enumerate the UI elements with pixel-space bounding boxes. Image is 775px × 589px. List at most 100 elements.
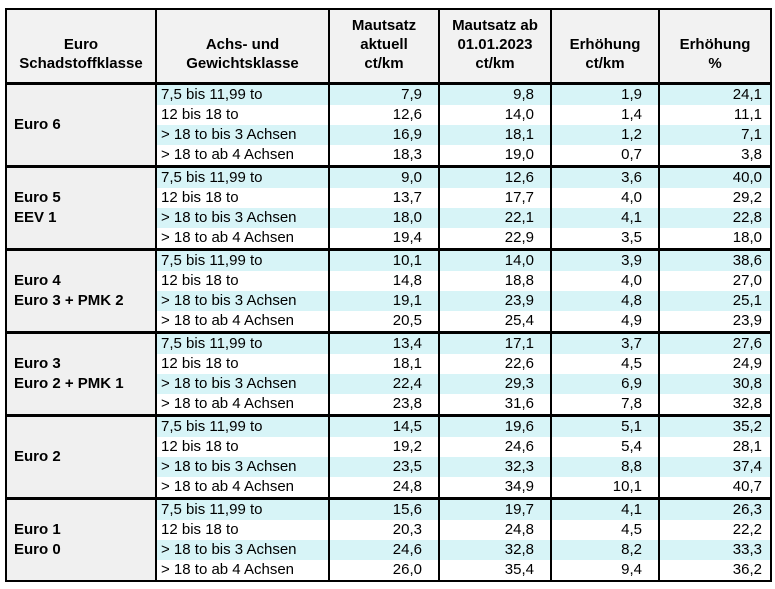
increase-ct-cell: 4,9 (550, 311, 660, 333)
toll-2023-cell: 23,9 (438, 291, 552, 311)
toll-2023-cell: 17,1 (438, 331, 552, 354)
toll-2023-cell: 19,7 (438, 497, 552, 520)
table-row: 12 bis 18 to 19,2 24,6 5,4 28,1 (6, 437, 772, 457)
table-row: Euro 6 7,5 bis 11,99 to 7,9 9,8 1,9 24,1 (5, 82, 772, 167)
toll-2023-cell: 32,3 (438, 457, 552, 477)
increase-pct-cell: 29,2 (658, 188, 772, 208)
table-row: > 18 to bis 3 Achsen 23,5 32,3 8,8 37,4 (6, 457, 772, 477)
table-row: Euro 5 EEV 1 7,5 bis 11,99 to 9,0 12,6 3,6 40… (5, 165, 772, 250)
toll-current-cell: 7,9 (328, 82, 440, 105)
toll-2023-cell: 14,0 (438, 248, 552, 271)
toll-current-cell: 14,5 (328, 414, 440, 437)
weight-class-cell: 7,5 bis 11,99 to (155, 497, 330, 520)
toll-rate-table: Euro Schadstoffklasse Achs- und Gewichts… (5, 8, 772, 582)
table-row: Euro 1 Euro 0 7,5 bis 11,99 to 15,6 19,7 4,1… (5, 497, 772, 581)
increase-ct-cell: 1,2 (550, 125, 660, 145)
increase-ct-cell: 4,1 (550, 208, 660, 228)
weight-class-cell: > 18 to ab 4 Achsen (155, 145, 330, 167)
col-header-toll-2023: Mautsatz ab 01.01.2023 ct/km (438, 9, 552, 85)
group-label: Euro 6 (5, 82, 157, 167)
toll-current-cell: 24,6 (328, 540, 440, 560)
increase-pct-cell: 26,3 (658, 497, 772, 520)
toll-2023-cell: 9,8 (438, 82, 552, 105)
table-row: > 18 to ab 4 Achsen 19,4 22,9 3,5 18,0 (6, 228, 772, 250)
toll-2023-cell: 17,7 (438, 188, 552, 208)
increase-pct-cell: 38,6 (658, 248, 772, 271)
toll-2023-cell: 22,9 (438, 228, 552, 250)
weight-class-cell: > 18 to ab 4 Achsen (155, 228, 330, 250)
toll-current-cell: 9,0 (328, 165, 440, 188)
table-row: > 18 to ab 4 Achsen 23,8 31,6 7,8 32,8 (6, 394, 772, 416)
toll-current-cell: 16,9 (328, 125, 440, 145)
table-row: > 18 to bis 3 Achsen 19,1 23,9 4,8 25,1 (6, 291, 772, 311)
table-row: 12 bis 18 to 14,8 18,8 4,0 27,0 (6, 271, 772, 291)
increase-pct-cell: 35,2 (658, 414, 772, 437)
increase-pct-cell: 28,1 (658, 437, 772, 457)
group-label: Euro 5 EEV 1 (5, 165, 157, 250)
toll-2023-cell: 18,8 (438, 271, 552, 291)
increase-ct-cell: 7,8 (550, 394, 660, 416)
toll-current-cell: 23,5 (328, 457, 440, 477)
increase-ct-cell: 4,0 (550, 188, 660, 208)
weight-class-cell: 7,5 bis 11,99 to (155, 248, 330, 271)
col-header-euro-class: Euro Schadstoffklasse (5, 9, 157, 85)
increase-pct-cell: 37,4 (658, 457, 772, 477)
weight-class-cell: 12 bis 18 to (155, 271, 330, 291)
table-row: > 18 to ab 4 Achsen 20,5 25,4 4,9 23,9 (6, 311, 772, 333)
weight-class-cell: 7,5 bis 11,99 to (155, 414, 330, 437)
table-row: > 18 to ab 4 Achsen 24,8 34,9 10,1 40,7 (6, 477, 772, 499)
toll-current-cell: 18,1 (328, 354, 440, 374)
weight-class-cell: > 18 to ab 4 Achsen (155, 560, 330, 581)
increase-pct-cell: 32,8 (658, 394, 772, 416)
increase-pct-cell: 40,0 (658, 165, 772, 188)
increase-pct-cell: 23,9 (658, 311, 772, 333)
table-row: > 18 to bis 3 Achsen 18,0 22,1 4,1 22,8 (6, 208, 772, 228)
header-row: Euro Schadstoffklasse Achs- und Gewichts… (5, 9, 772, 85)
weight-class-cell: > 18 to bis 3 Achsen (155, 457, 330, 477)
increase-ct-cell: 3,5 (550, 228, 660, 250)
toll-current-cell: 23,8 (328, 394, 440, 416)
toll-current-cell: 18,3 (328, 145, 440, 167)
toll-2023-cell: 25,4 (438, 311, 552, 333)
increase-pct-cell: 7,1 (658, 125, 772, 145)
increase-ct-cell: 9,4 (550, 560, 660, 581)
increase-pct-cell: 27,0 (658, 271, 772, 291)
increase-ct-cell: 10,1 (550, 477, 660, 499)
increase-pct-cell: 24,1 (658, 82, 772, 105)
weight-class-cell: 7,5 bis 11,99 to (155, 82, 330, 105)
table-row: Euro 2 7,5 bis 11,99 to 14,5 19,6 5,1 35,2 (5, 414, 772, 499)
weight-class-cell: > 18 to ab 4 Achsen (155, 477, 330, 499)
toll-current-cell: 22,4 (328, 374, 440, 394)
weight-class-cell: > 18 to bis 3 Achsen (155, 208, 330, 228)
increase-ct-cell: 4,5 (550, 354, 660, 374)
increase-ct-cell: 3,6 (550, 165, 660, 188)
increase-pct-cell: 27,6 (658, 331, 772, 354)
increase-ct-cell: 3,7 (550, 331, 660, 354)
toll-2023-cell: 22,6 (438, 354, 552, 374)
increase-ct-cell: 8,2 (550, 540, 660, 560)
increase-pct-cell: 11,1 (658, 105, 772, 125)
weight-class-cell: > 18 to bis 3 Achsen (155, 125, 330, 145)
col-header-toll-current: Mautsatz aktuell ct/km (328, 9, 440, 85)
group-label: Euro 1 Euro 0 (5, 497, 157, 581)
increase-pct-cell: 40,7 (658, 477, 772, 499)
group-label: Euro 3 Euro 2 + PMK 1 (5, 331, 157, 416)
increase-ct-cell: 1,9 (550, 82, 660, 105)
toll-current-cell: 13,4 (328, 331, 440, 354)
weight-class-cell: > 18 to ab 4 Achsen (155, 311, 330, 333)
toll-current-cell: 26,0 (328, 560, 440, 581)
increase-ct-cell: 4,5 (550, 520, 660, 540)
increase-ct-cell: 4,0 (550, 271, 660, 291)
toll-current-cell: 19,1 (328, 291, 440, 311)
toll-current-cell: 15,6 (328, 497, 440, 520)
toll-2023-cell: 24,6 (438, 437, 552, 457)
weight-class-cell: 12 bis 18 to (155, 437, 330, 457)
toll-2023-cell: 35,4 (438, 560, 552, 581)
increase-ct-cell: 1,4 (550, 105, 660, 125)
weight-class-cell: 12 bis 18 to (155, 354, 330, 374)
table-row: Euro 3 Euro 2 + PMK 1 7,5 bis 11,99 to 13,… (5, 331, 772, 416)
toll-current-cell: 19,4 (328, 228, 440, 250)
weight-class-cell: 12 bis 18 to (155, 188, 330, 208)
table-row: Euro 4 Euro 3 + PMK 2 7,5 bis 11,99 to 10,… (5, 248, 772, 333)
increase-pct-cell: 30,8 (658, 374, 772, 394)
